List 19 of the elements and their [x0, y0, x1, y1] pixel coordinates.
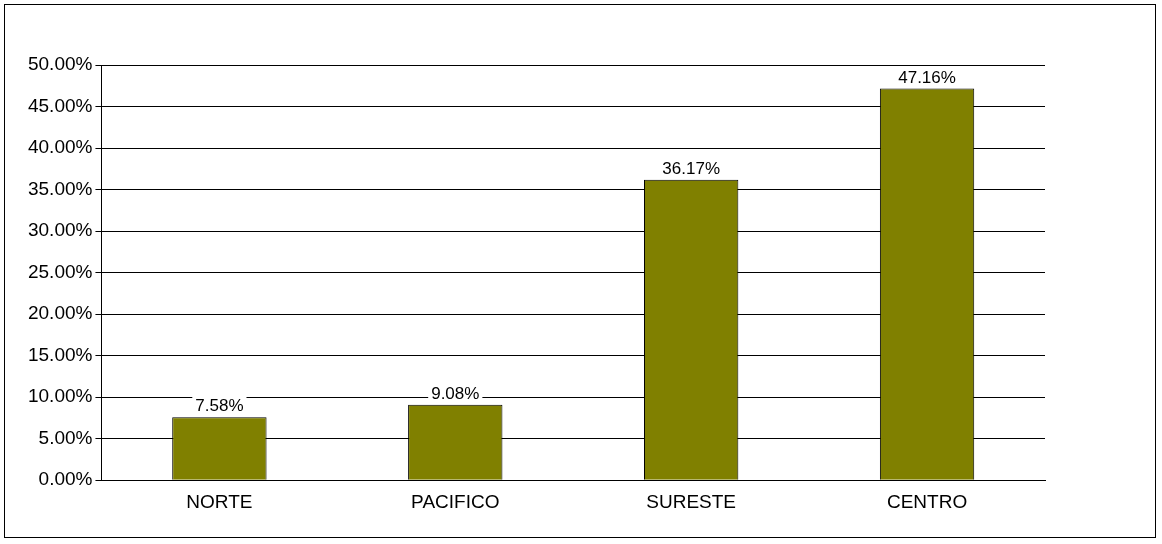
y-tick-label: 40.00%: [27, 136, 93, 158]
y-tick-label: 0.00%: [38, 468, 93, 490]
y-tick-label: 15.00%: [27, 343, 93, 365]
y-tick-label: 25.00%: [27, 260, 93, 282]
data-label: 36.17%: [662, 158, 720, 178]
x-tick-label: NORTE: [186, 490, 253, 512]
x-tick-label: CENTRO: [886, 490, 968, 512]
y-tick-label: 30.00%: [27, 219, 93, 241]
y-tick-label: 10.00%: [27, 385, 93, 407]
y-tick-label: 35.00%: [27, 177, 93, 199]
y-tick-label: 45.00%: [27, 94, 93, 116]
data-label: 47.16%: [898, 67, 956, 87]
x-tick-label: PACIFICO: [411, 490, 500, 512]
y-tick-label: 5.00%: [38, 426, 93, 448]
y-tick-label: 20.00%: [27, 302, 93, 324]
y-tick-label: 50.00%: [27, 53, 93, 75]
x-tick-label: SURESTE: [646, 490, 737, 512]
data-label: 7.58%: [195, 396, 244, 416]
data-label: 9.08%: [431, 383, 480, 403]
